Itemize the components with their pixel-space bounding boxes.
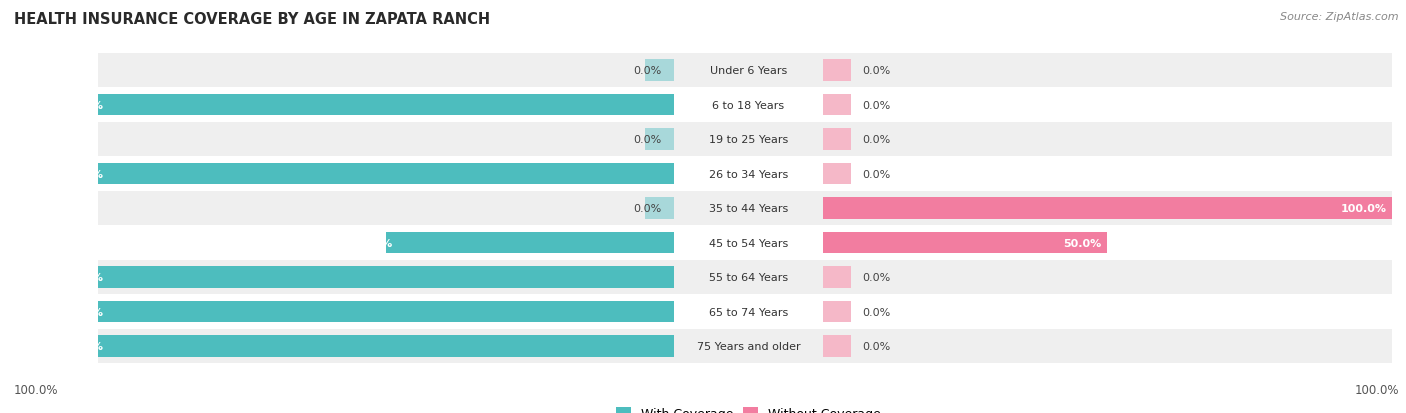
Bar [823,164,851,185]
Text: 50.0%: 50.0% [1063,238,1102,248]
Bar [98,123,673,157]
Bar [823,260,1392,294]
Bar [823,123,1392,157]
Bar [98,191,673,226]
Text: 0.0%: 0.0% [863,66,891,76]
Text: 100.0%: 100.0% [58,169,104,179]
Text: 65 to 74 Years: 65 to 74 Years [709,307,787,317]
Bar [673,226,823,260]
Bar [387,232,673,254]
Bar [673,157,823,191]
Text: 0.0%: 0.0% [634,135,662,145]
Text: 100.0%: 100.0% [58,100,104,110]
Bar [98,301,673,323]
Bar [673,191,823,226]
Text: 50.0%: 50.0% [354,238,392,248]
Bar [823,95,851,116]
Bar [98,294,673,329]
Text: 55 to 64 Years: 55 to 64 Years [709,273,787,282]
Text: Source: ZipAtlas.com: Source: ZipAtlas.com [1281,12,1399,22]
Bar [823,329,1392,363]
Text: 0.0%: 0.0% [863,341,891,351]
Text: 19 to 25 Years: 19 to 25 Years [709,135,787,145]
Bar [673,123,823,157]
Bar [823,129,851,150]
Bar [98,157,673,191]
Bar [645,198,673,219]
Bar [823,232,1108,254]
Bar [645,129,673,150]
Bar [673,88,823,123]
Text: 0.0%: 0.0% [863,273,891,282]
Text: 100.0%: 100.0% [58,307,104,317]
Bar [823,88,1392,123]
Bar [673,54,823,88]
Text: 0.0%: 0.0% [863,135,891,145]
Text: 0.0%: 0.0% [634,66,662,76]
Text: 0.0%: 0.0% [863,307,891,317]
Bar [673,329,823,363]
Bar [98,260,673,294]
Text: HEALTH INSURANCE COVERAGE BY AGE IN ZAPATA RANCH: HEALTH INSURANCE COVERAGE BY AGE IN ZAPA… [14,12,491,27]
Bar [823,267,851,288]
Text: 0.0%: 0.0% [863,100,891,110]
Bar [98,226,673,260]
Bar [823,294,1392,329]
Bar [823,157,1392,191]
Bar [98,267,673,288]
Text: 100.0%: 100.0% [58,341,104,351]
Bar [645,60,673,82]
Text: 0.0%: 0.0% [863,169,891,179]
Bar [98,164,673,185]
Text: 100.0%: 100.0% [14,384,59,396]
Legend: With Coverage, Without Coverage: With Coverage, Without Coverage [616,407,882,413]
Text: 45 to 54 Years: 45 to 54 Years [709,238,787,248]
Bar [823,301,851,323]
Bar [98,54,673,88]
Bar [673,260,823,294]
Text: 0.0%: 0.0% [634,204,662,214]
Bar [98,329,673,363]
Text: 100.0%: 100.0% [1340,204,1386,214]
Text: 75 Years and older: 75 Years and older [696,341,800,351]
Bar [673,294,823,329]
Bar [823,191,1392,226]
Text: 6 to 18 Years: 6 to 18 Years [713,100,785,110]
Bar [823,226,1392,260]
Bar [823,335,851,357]
Bar [823,54,1392,88]
Text: Under 6 Years: Under 6 Years [710,66,787,76]
Bar [823,198,1392,219]
Text: 35 to 44 Years: 35 to 44 Years [709,204,787,214]
Text: 100.0%: 100.0% [58,273,104,282]
Text: 100.0%: 100.0% [1354,384,1399,396]
Bar [98,335,673,357]
Text: 26 to 34 Years: 26 to 34 Years [709,169,787,179]
Bar [823,60,851,82]
Bar [98,88,673,123]
Bar [98,95,673,116]
